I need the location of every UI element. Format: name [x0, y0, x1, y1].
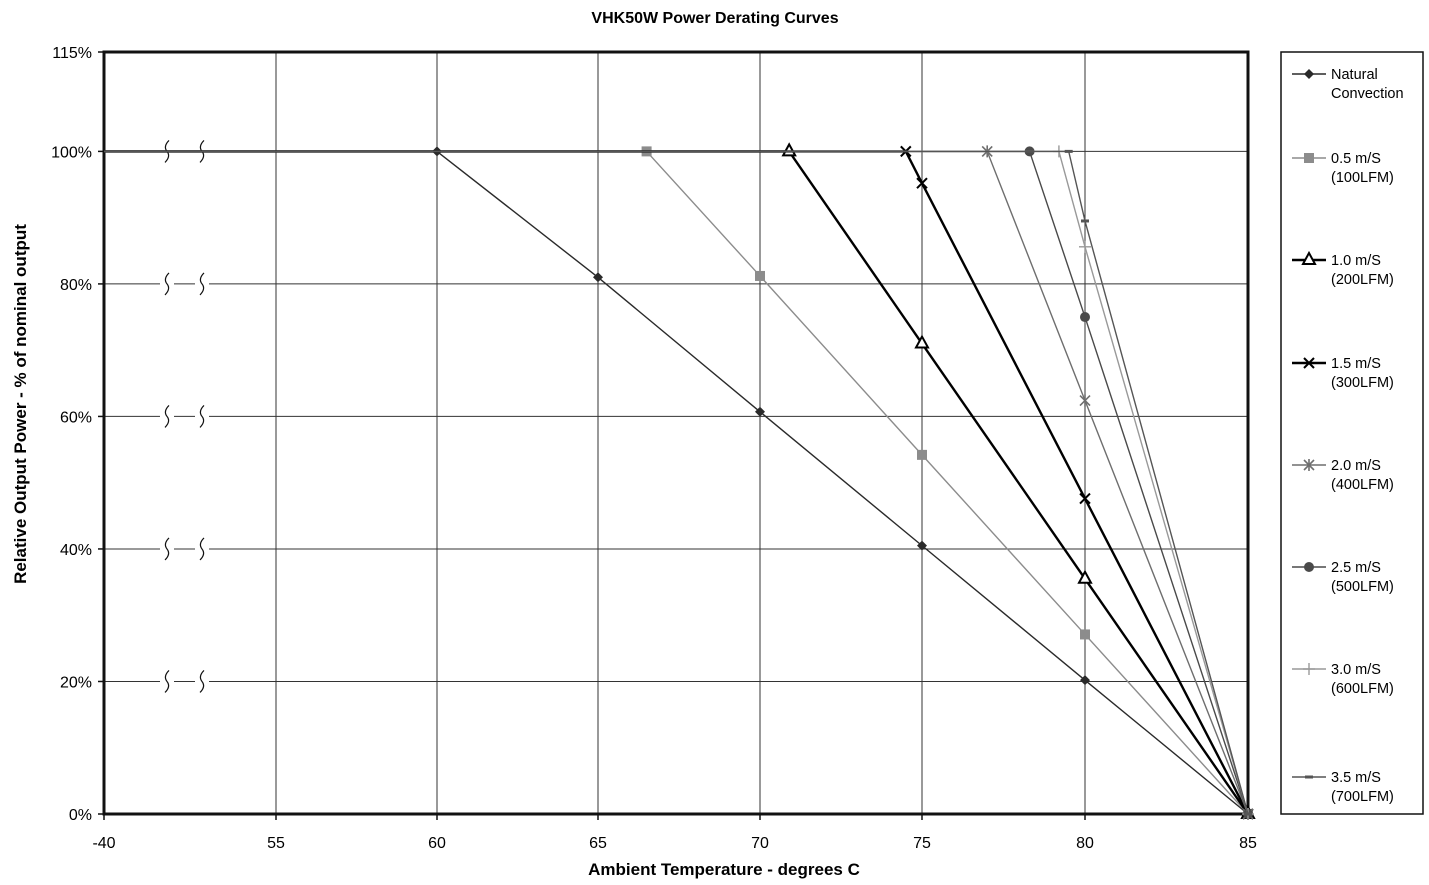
legend: Natural Convection 0.5 m/S (100LFM) 1.0 m/S (… — [1280, 51, 1424, 815]
marker-stroke — [1079, 492, 1091, 505]
legend-label-line: 0.5 m/S — [1331, 151, 1381, 167]
legend-label-line: 1.0 m/S — [1331, 253, 1381, 269]
legend-item: 1.0 m/S (200LFM) — [1292, 250, 1394, 288]
y-tick-label: 0% — [69, 807, 92, 824]
data-point — [1079, 240, 1091, 253]
legend-label-line: (100LFM) — [1331, 170, 1394, 186]
legend-label-line: (500LFM) — [1331, 579, 1394, 595]
legend-item: 0.5 m/S (100LFM) — [1292, 151, 1394, 186]
legend-label-line: Convection — [1331, 86, 1404, 102]
x-tick-label: 60 — [428, 835, 446, 852]
legend-label-line: 1.5 m/S — [1331, 356, 1381, 372]
data-point — [1079, 492, 1091, 505]
data-point — [1080, 312, 1090, 323]
plot-border — [102, 50, 1250, 816]
legend-label: 1.0 m/S (200LFM) — [1331, 253, 1394, 288]
legend-label-line: (300LFM) — [1331, 375, 1394, 391]
legend-label: 3.0 m/S (600LFM) — [1331, 662, 1394, 697]
legend-swatch-marker — [1303, 663, 1315, 675]
x-tick-label: 75 — [913, 835, 931, 852]
data-point — [1080, 629, 1090, 640]
axis-break-mark — [199, 670, 205, 693]
legend-swatch-marker — [1303, 357, 1315, 369]
legend-label-line: 3.5 m/S — [1331, 770, 1381, 786]
chart-title: VHK50W Power Derating Curves — [591, 10, 838, 27]
data-point — [1079, 394, 1091, 407]
legend-label: 1.5 m/S (300LFM) — [1331, 356, 1394, 391]
data-point — [917, 449, 927, 460]
legend-swatch-marker — [1304, 69, 1314, 79]
series-8 — [104, 149, 1252, 816]
legend-label-line: (400LFM) — [1331, 477, 1394, 493]
data-point — [1244, 812, 1252, 816]
legend-swatch-marker — [1301, 250, 1317, 265]
legend-swatch-marker — [1305, 775, 1313, 779]
x-tick-label: 85 — [1239, 835, 1257, 852]
legend-label: Natural Convection — [1331, 67, 1404, 102]
data-point — [1080, 675, 1090, 686]
y-tick-label: 40% — [60, 542, 92, 559]
legend-label-line: 3.0 m/S — [1331, 662, 1381, 678]
axis-break-mark — [199, 272, 205, 296]
legend-item: 3.0 m/S (600LFM) — [1292, 662, 1394, 697]
legend-label-line: 2.5 m/S — [1331, 560, 1381, 576]
legend-swatch-marker — [1304, 153, 1314, 163]
legend-label-line: (700LFM) — [1331, 789, 1394, 805]
legend-label: 2.0 m/S (400LFM) — [1331, 458, 1394, 493]
y-axis-label: Relative Output Power - % of nominal out… — [11, 224, 30, 584]
data-point — [916, 177, 928, 189]
legend-item: 1.5 m/S (300LFM) — [1292, 356, 1394, 391]
legend-label: 2.5 m/S (500LFM) — [1331, 560, 1394, 595]
data-point — [917, 540, 927, 551]
x-tick-label: 55 — [267, 835, 285, 852]
legend-item: 3.5 m/S (700LFM) — [1292, 770, 1394, 805]
legend-box — [1280, 51, 1424, 815]
x-tick-label: 65 — [589, 835, 607, 852]
marker-stroke — [916, 177, 928, 189]
legend-swatch-marker — [1304, 562, 1314, 572]
legend-item: 2.5 m/S (500LFM) — [1292, 560, 1394, 595]
y-tick-label: 20% — [60, 674, 92, 691]
data-point — [1081, 219, 1089, 223]
axis-break-mark — [199, 537, 205, 561]
legend-label: 3.5 m/S (700LFM) — [1331, 770, 1394, 805]
data-point — [593, 272, 603, 283]
data-point — [781, 142, 797, 157]
legend-swatch-marker — [1303, 459, 1315, 471]
axis-break-mark — [164, 537, 170, 561]
y-tick-label: 100% — [51, 144, 92, 161]
legend-label-line: (200LFM) — [1331, 272, 1394, 288]
marker-stroke — [1303, 357, 1315, 369]
x-tick-label: 80 — [1076, 835, 1094, 852]
plot-area: 0% 20% 40% 60% 80% 100% 115% -40 55 60 65 70 75 80 85 — [51, 45, 1257, 852]
data-point — [1077, 569, 1093, 584]
legend-item: Natural Convection — [1292, 67, 1404, 102]
x-axis-label: Ambient Temperature - degrees C — [588, 860, 860, 879]
axis-break-mark — [164, 272, 170, 296]
data-point — [755, 406, 765, 417]
data-point — [755, 270, 765, 281]
y-tick-label: 115% — [52, 45, 92, 62]
axis-break-mark — [164, 405, 170, 428]
y-tick-label: 60% — [60, 409, 92, 426]
series-line — [104, 150, 1249, 815]
axis-break-mark — [199, 405, 205, 428]
x-tick-label: 70 — [751, 835, 769, 852]
legend-label-line: 2.0 m/S — [1331, 458, 1381, 474]
data-point — [914, 334, 930, 349]
legend-item: 2.0 m/S (400LFM) — [1292, 458, 1394, 493]
legend-label: 0.5 m/S (100LFM) — [1331, 151, 1394, 186]
y-tick-label: 80% — [60, 277, 92, 294]
x-tick-label: -40 — [92, 835, 115, 852]
data-point — [1064, 149, 1073, 153]
legend-label-line: Natural — [1331, 67, 1378, 83]
axis-break-mark — [164, 670, 170, 693]
legend-label-line: (600LFM) — [1331, 681, 1394, 697]
